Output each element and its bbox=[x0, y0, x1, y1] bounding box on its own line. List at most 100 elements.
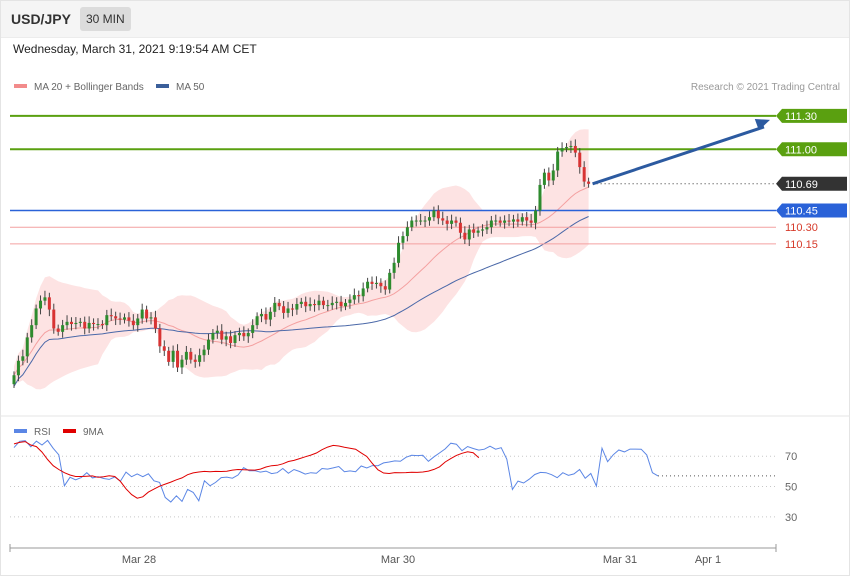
candle-body-33 bbox=[158, 328, 162, 347]
candle-body-119 bbox=[538, 184, 542, 211]
candle-body-14 bbox=[74, 322, 78, 325]
candle-body-13 bbox=[69, 321, 73, 325]
candle-body-9 bbox=[52, 309, 56, 329]
candle-body-26 bbox=[127, 317, 131, 321]
candle-body-81 bbox=[370, 281, 374, 284]
candle-body-125 bbox=[565, 147, 568, 149]
candle-body-2 bbox=[21, 356, 25, 361]
candle-body-106 bbox=[481, 229, 485, 231]
candle-body-64 bbox=[295, 304, 299, 310]
rsi-tick-label-50: 50 bbox=[785, 482, 797, 494]
candle-body-30 bbox=[145, 309, 149, 319]
level-label-support-4: 110.30 bbox=[785, 222, 818, 234]
legend-ma20-swatch bbox=[14, 84, 27, 89]
candle-body-88 bbox=[401, 236, 405, 243]
candle-body-40 bbox=[189, 351, 193, 360]
projection-arrow-shaft bbox=[592, 125, 765, 186]
candle-body-124 bbox=[560, 148, 564, 152]
legend-rsi-label: RSI bbox=[34, 427, 51, 438]
candle-body-23 bbox=[114, 316, 118, 319]
candle-body-65 bbox=[299, 301, 303, 305]
legend-rsi: RSI bbox=[14, 427, 51, 438]
candle-body-5 bbox=[34, 308, 38, 326]
candle-body-99 bbox=[450, 220, 454, 224]
candle-body-96 bbox=[436, 210, 440, 219]
candle-body-59 bbox=[273, 302, 277, 312]
candle-body-130 bbox=[587, 181, 591, 184]
candle-body-98 bbox=[445, 220, 449, 224]
ma20-line bbox=[13, 186, 589, 376]
rsi-tick-label-30: 30 bbox=[785, 512, 797, 524]
candle-body-29 bbox=[140, 309, 144, 319]
candle-body-102 bbox=[463, 232, 467, 240]
candle-body-42 bbox=[198, 355, 202, 362]
legend-ma50: MA 50 bbox=[156, 82, 204, 93]
level-label-pivot-3: 110.45 bbox=[785, 206, 818, 218]
candle-body-11 bbox=[61, 325, 65, 332]
candle-body-53 bbox=[246, 332, 250, 337]
projection-arrow-head bbox=[754, 119, 770, 131]
time-axis-label-3: Apr 1 bbox=[695, 554, 721, 566]
candle-body-84 bbox=[383, 286, 387, 290]
candle-body-107 bbox=[485, 227, 489, 230]
level-tag-target-0 bbox=[776, 108, 847, 123]
candle-body-70 bbox=[321, 300, 325, 306]
level-tag-target-1 bbox=[776, 142, 847, 157]
candle-body-74 bbox=[339, 301, 343, 307]
candle-body-32 bbox=[153, 317, 157, 329]
ma50-line bbox=[13, 216, 589, 387]
candle-body-68 bbox=[313, 304, 317, 306]
candle-body-55 bbox=[255, 316, 259, 326]
candle-body-61 bbox=[282, 306, 286, 313]
candle-body-115 bbox=[520, 217, 524, 222]
candle-body-16 bbox=[83, 321, 87, 329]
candle-body-116 bbox=[525, 217, 529, 221]
candle-body-12 bbox=[65, 321, 69, 326]
candle-body-113 bbox=[511, 219, 515, 222]
candle-body-95 bbox=[432, 210, 436, 218]
candle-body-77 bbox=[352, 295, 356, 300]
candle-body-79 bbox=[361, 288, 365, 297]
legend-ma50-swatch bbox=[156, 84, 169, 89]
candle-body-60 bbox=[277, 302, 281, 307]
candle-body-20 bbox=[100, 324, 104, 326]
candle-body-92 bbox=[419, 220, 423, 222]
bollinger-band-area bbox=[14, 129, 589, 390]
candle-body-25 bbox=[123, 317, 126, 320]
candle-body-31 bbox=[149, 317, 153, 319]
candle-body-10 bbox=[56, 328, 60, 332]
candle-body-112 bbox=[507, 220, 511, 222]
candle-body-87 bbox=[397, 242, 401, 263]
candle-body-34 bbox=[162, 346, 166, 351]
candle-body-80 bbox=[366, 281, 370, 289]
candle-body-75 bbox=[344, 302, 347, 307]
candle-body-93 bbox=[423, 220, 427, 222]
candle-body-47 bbox=[220, 330, 224, 340]
candle-body-54 bbox=[251, 325, 255, 333]
time-axis-label-2: Mar 31 bbox=[603, 554, 637, 566]
symbol-title: USD/JPY bbox=[11, 11, 71, 27]
legend-ma20: MA 20 + Bollinger Bands bbox=[14, 82, 144, 93]
candle-body-48 bbox=[224, 336, 228, 340]
candle-body-51 bbox=[237, 332, 241, 336]
candle-body-50 bbox=[233, 335, 237, 343]
candle-body-18 bbox=[92, 322, 96, 325]
candle-body-91 bbox=[414, 220, 418, 222]
candle-body-66 bbox=[304, 301, 308, 307]
candle-body-108 bbox=[489, 220, 493, 228]
candle-body-122 bbox=[551, 170, 555, 181]
legend-rsi-swatch bbox=[14, 429, 27, 434]
candle-body-89 bbox=[405, 227, 409, 237]
credit-text: Research © 2021 Trading Central bbox=[690, 82, 840, 93]
candle-body-36 bbox=[171, 350, 175, 362]
level-tag-current-2 bbox=[776, 176, 847, 191]
level-label-target-0: 111.30 bbox=[785, 111, 817, 123]
candle-body-17 bbox=[87, 322, 91, 329]
candle-body-90 bbox=[410, 220, 414, 228]
candle-body-83 bbox=[379, 282, 383, 287]
timeframe-button[interactable]: 30 MIN bbox=[80, 7, 131, 31]
candle-body-49 bbox=[229, 336, 233, 343]
rsi-line bbox=[13, 439, 659, 503]
candle-body-72 bbox=[330, 302, 334, 306]
